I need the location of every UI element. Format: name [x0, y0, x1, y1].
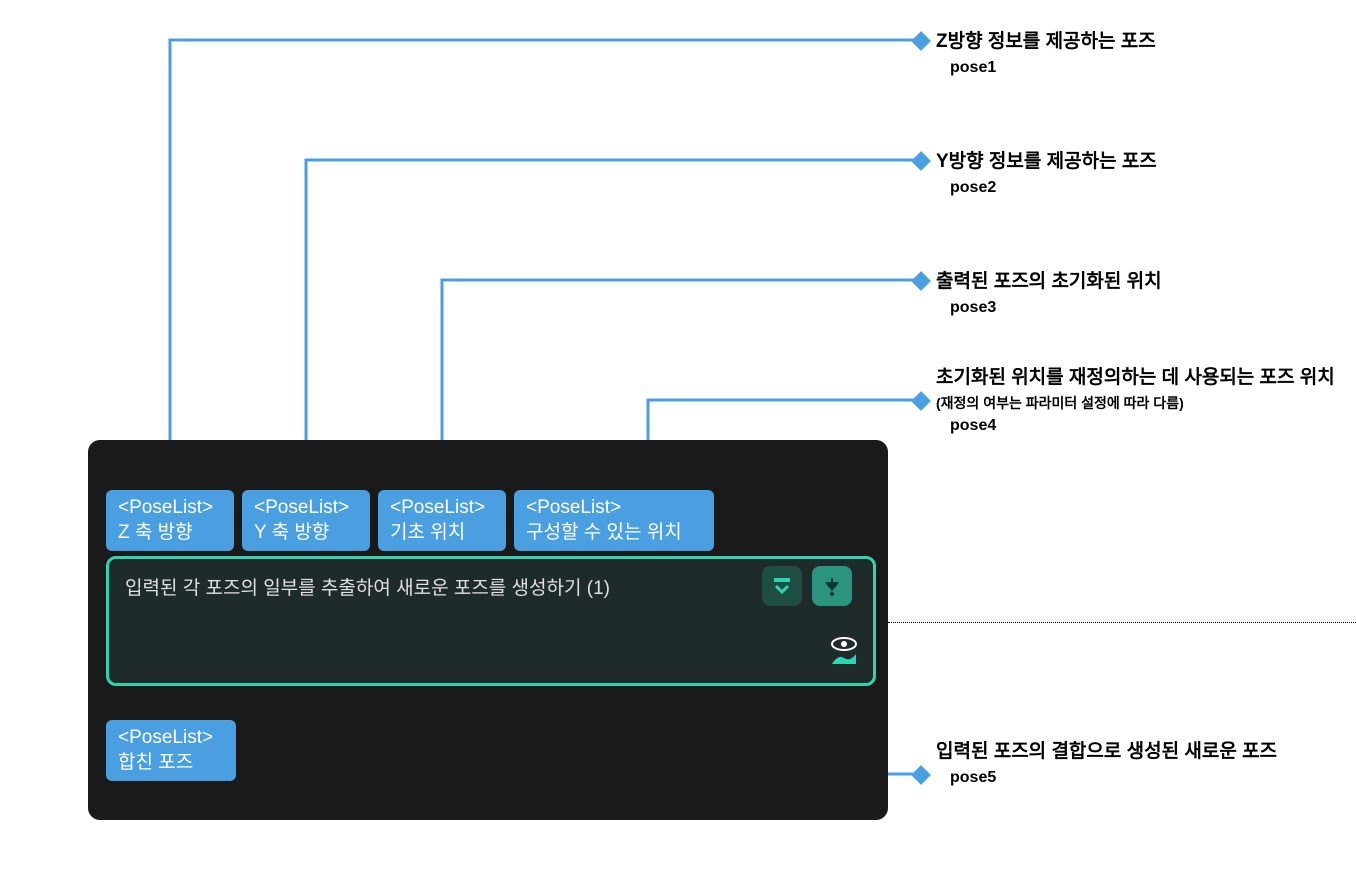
tab-type-label: <PoseList> — [118, 496, 222, 521]
tab-name-label: Z 축 방향 — [118, 521, 222, 546]
annotation-title: Z방향 정보를 제공하는 포즈 — [936, 30, 1156, 55]
diamond-marker-icon — [911, 151, 931, 171]
chevron-down-double-icon — [771, 575, 793, 597]
tab-type-label: <PoseList> — [254, 496, 358, 521]
tab-type-label: <PoseList> — [526, 496, 702, 521]
annotation-title: 초기화된 위치를 재정의하는 데 사용되는 포즈 위치 — [936, 366, 1336, 391]
output-tab-combined[interactable]: <PoseList> 합친 포즈 — [106, 720, 236, 781]
diagram-canvas: <PoseList> Z 축 방향 <PoseList> Y 축 방향 <Pos… — [0, 0, 1356, 881]
annotation-title: Y방향 정보를 제공하는 포즈 — [936, 150, 1157, 175]
tab-name-label: Y 축 방향 — [254, 521, 358, 546]
annotation-title: 출력된 포즈의 초기화된 위치 — [936, 270, 1162, 295]
annotation-combined-pose: 입력된 포즈의 결합으로 생성된 새로운 포즈 pose5 — [936, 740, 1336, 787]
diamond-marker-icon — [911, 271, 931, 291]
annotation-note: (재정의 여부는 파라미터 설정에 따라 다름) — [936, 393, 1336, 413]
diamond-marker-icon — [911, 765, 931, 785]
tab-name-label: 구성할 수 있는 위치 — [526, 521, 702, 546]
annotation-z-direction: Z방향 정보를 제공하는 포즈 pose1 — [936, 30, 1156, 77]
input-tab-z-axis[interactable]: <PoseList> Z 축 방향 — [106, 490, 234, 551]
node-title: 입력된 각 포즈의 일부를 추출하여 새로운 포즈를 생성하기 (1) — [125, 578, 610, 599]
annotation-sub: pose3 — [950, 299, 1162, 317]
collapse-button[interactable] — [762, 566, 802, 606]
download-icon — [821, 575, 843, 597]
annotation-sub: pose5 — [950, 769, 1336, 787]
annotation-sub: pose1 — [950, 59, 1156, 77]
annotation-sub: pose4 — [950, 417, 1336, 435]
tab-name-label: 기초 위치 — [390, 521, 494, 546]
pose-node-body[interactable]: 입력된 각 포즈의 일부를 추출하여 새로운 포즈를 생성하기 (1) — [106, 556, 876, 686]
annotation-title: 입력된 포즈의 결합으로 생성된 새로운 포즈 — [936, 740, 1336, 765]
input-tab-config-pos[interactable]: <PoseList> 구성할 수 있는 위치 — [514, 490, 714, 551]
input-tab-base-pos[interactable]: <PoseList> 기초 위치 — [378, 490, 506, 551]
tab-name-label: 합친 포즈 — [118, 751, 224, 776]
annotation-sub: pose2 — [950, 179, 1157, 197]
execute-button[interactable] — [812, 566, 852, 606]
tab-type-label: <PoseList> — [118, 726, 224, 751]
visibility-icon[interactable] — [826, 636, 862, 664]
annotation-y-direction: Y방향 정보를 제공하는 포즈 pose2 — [936, 150, 1157, 197]
dotted-separator — [888, 622, 1356, 623]
diamond-marker-icon — [911, 31, 931, 51]
diamond-marker-icon — [911, 391, 931, 411]
input-tab-y-axis[interactable]: <PoseList> Y 축 방향 — [242, 490, 370, 551]
annotation-init-pos: 출력된 포즈의 초기화된 위치 pose3 — [936, 270, 1162, 317]
annotation-redefine-pos: 초기화된 위치를 재정의하는 데 사용되는 포즈 위치 (재정의 여부는 파라미… — [936, 366, 1336, 435]
tab-type-label: <PoseList> — [390, 496, 494, 521]
